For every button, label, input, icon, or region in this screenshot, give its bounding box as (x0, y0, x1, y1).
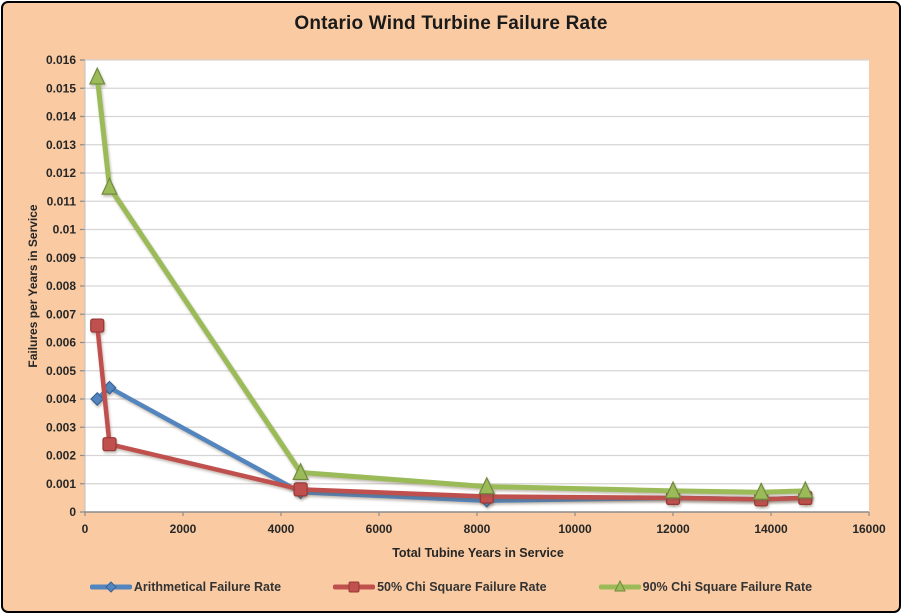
x-tick-label: 8000 (464, 522, 491, 536)
x-tick-label: 16000 (852, 522, 886, 536)
marker-square (102, 437, 117, 452)
y-tick-label: 0.003 (46, 420, 76, 434)
legend-item-50-chi-square: 50% Chi Square Failure Rate (333, 579, 547, 595)
y-tick-label: 0.009 (46, 251, 76, 265)
y-tick-label: 0.012 (46, 166, 76, 180)
chart-title: Ontario Wind Turbine Failure Rate (294, 13, 608, 34)
y-tick-label: 0.01 (53, 223, 77, 237)
marker-diamond (90, 391, 105, 407)
marker-triangle (101, 176, 118, 195)
y-tick-label: 0.006 (46, 336, 76, 350)
x-tick-label: 10000 (558, 522, 592, 536)
legend-label: Arithmetical Failure Rate (133, 580, 282, 594)
x-tick-label: 14000 (754, 522, 788, 536)
marker-square (293, 482, 308, 497)
marker-square (90, 318, 105, 333)
y-tick-label: 0.002 (46, 449, 76, 463)
line-diamond-icon (89, 581, 132, 593)
legend-label: 50% Chi Square Failure Rate (377, 580, 547, 594)
marker-triangle (478, 476, 496, 495)
line-triangle-icon (598, 579, 641, 592)
y-tick-label: 0.001 (46, 477, 76, 491)
x-tick-label: 0 (82, 522, 89, 536)
x-tick-label: 12000 (656, 522, 690, 536)
y-tick-label: 0.013 (46, 138, 76, 152)
marker-triangle (292, 462, 309, 481)
marker-triangle (88, 66, 106, 85)
y-tick-label: 0 (69, 505, 76, 519)
x-axis-title: Total Tubine Years in Service (392, 546, 564, 560)
x-tick-label: 2000 (170, 522, 197, 536)
legend-item-arithmetical: Arithmetical Failure Rate (89, 579, 282, 595)
chart-legend: Arithmetical Failure Rate 50% Chi Square… (3, 579, 899, 595)
y-tick-label: 0.014 (46, 110, 76, 124)
x-tick-label: 4000 (268, 522, 295, 536)
marker-triangle (752, 482, 770, 500)
legend-marker-diamond (105, 581, 117, 593)
y-tick-label: 0.016 (46, 53, 76, 67)
legend-item-90-chi-square: 90% Chi Square Failure Rate (598, 579, 813, 595)
y-tick-label: 0.008 (46, 279, 76, 293)
legend-marker-triangle (613, 579, 626, 592)
marker-triangle (664, 480, 682, 499)
y-tick-label: 0.011 (47, 194, 77, 208)
series-triangle (88, 66, 814, 500)
x-tick-label: 6000 (366, 522, 393, 536)
y-tick-label: 0.007 (46, 307, 76, 321)
plot-area: 0 0.001 0.002 0.003 0.004 0.005 0.006 0.007 0.00… (46, 53, 886, 536)
y-tick-label: 0.004 (46, 392, 76, 406)
line-square-icon (333, 581, 376, 593)
y-axis-title: Failures per Years in Service (26, 204, 40, 368)
y-tick-label: 0.005 (46, 364, 76, 378)
y-tick-label: 0.015 (46, 81, 76, 95)
legend-label: 90% Chi Square Failure Rate (642, 580, 813, 594)
legend-marker-square (348, 581, 360, 593)
marker-triangle (797, 480, 814, 499)
